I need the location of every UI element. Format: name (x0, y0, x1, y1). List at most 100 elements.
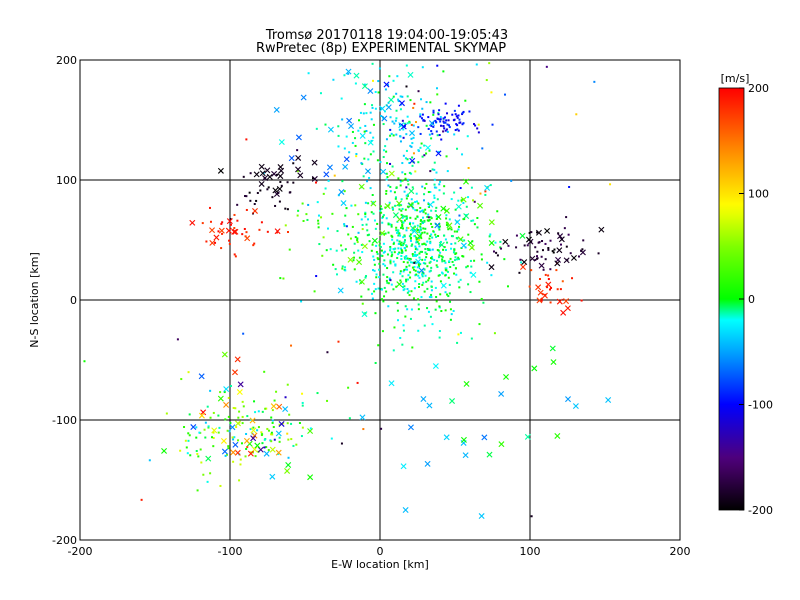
data-point-dot (422, 281, 425, 284)
data-point-dot (421, 220, 424, 223)
data-point-cross (524, 433, 531, 440)
data-point-dot (414, 248, 417, 251)
data-point-dot (383, 286, 386, 289)
data-point-dot (438, 244, 441, 247)
data-point-dot (340, 442, 343, 445)
data-point-dot (453, 109, 456, 112)
data-point-dot (565, 245, 568, 248)
data-point-dot (187, 432, 190, 435)
data-point-dot (418, 229, 421, 232)
data-point-dot (396, 75, 399, 78)
data-point-dot (469, 259, 472, 262)
data-point-dot (402, 324, 405, 327)
data-point-cross (221, 351, 228, 358)
data-point-dot (445, 214, 448, 217)
data-point-cross (503, 373, 510, 380)
data-point-dot (423, 193, 426, 196)
data-point-dot (266, 188, 269, 191)
data-point-dot (349, 237, 352, 240)
data-point-dot (417, 274, 420, 277)
data-point-cross (356, 259, 363, 266)
data-point-dot (436, 198, 439, 201)
data-point-dot (260, 434, 263, 437)
data-point-dot (544, 258, 547, 261)
data-point-dot (195, 449, 198, 452)
data-point-dot (405, 197, 408, 200)
data-point-dot (379, 205, 382, 208)
data-point-dot (296, 214, 299, 217)
data-point-cross (541, 292, 548, 299)
data-point-dot (401, 162, 404, 165)
data-point-cross (209, 227, 216, 234)
data-point-dot (395, 133, 398, 136)
data-point-cross (272, 187, 279, 194)
data-point-dot (337, 145, 340, 148)
data-point-dot (489, 233, 492, 236)
data-point-dot (392, 260, 395, 263)
data-point-dot (232, 406, 235, 409)
data-point-dot (372, 255, 375, 258)
data-point-dot (341, 118, 344, 121)
data-point-dot (547, 278, 550, 281)
data-point-dot (409, 233, 412, 236)
data-point-dot (206, 480, 209, 483)
data-point-dot (278, 200, 281, 203)
data-point-dot (354, 236, 357, 239)
data-point-dot (418, 245, 421, 248)
data-point-cross (225, 227, 232, 234)
data-point-dot (431, 236, 434, 239)
data-point-dot (436, 87, 439, 90)
data-point-dot (575, 113, 578, 116)
data-point-dot (453, 248, 456, 251)
data-point-dot (389, 279, 392, 282)
data-point-dot (432, 122, 435, 125)
data-point-dot (414, 269, 417, 272)
data-point-cross (221, 448, 228, 455)
data-point-cross (234, 356, 241, 363)
data-point-dot (352, 259, 355, 262)
data-point-dot (242, 175, 245, 178)
data-point-dot (443, 185, 446, 188)
data-point-dot (470, 219, 473, 222)
data-point-dot (394, 204, 397, 207)
data-point-dot (427, 203, 430, 206)
data-point-dot (410, 123, 413, 126)
data-point-dot (209, 416, 212, 419)
data-point-dot (433, 186, 436, 189)
data-point-dot (357, 119, 360, 122)
data-point-dot (391, 238, 394, 241)
data-point-dot (267, 429, 270, 432)
data-point-cross (345, 68, 352, 75)
data-point-dot (397, 234, 400, 237)
data-point-dot (373, 258, 376, 261)
data-point-cross (243, 437, 250, 444)
data-point-dot (265, 407, 268, 410)
data-point-cross (502, 238, 509, 245)
data-point-dot (421, 231, 424, 234)
data-point-cross (269, 446, 276, 453)
data-point-dot (385, 178, 388, 181)
data-point-dot (344, 248, 347, 251)
data-point-dot (344, 269, 347, 272)
data-point-cross (488, 239, 495, 246)
data-point-dot (443, 259, 446, 262)
data-point-dot (426, 232, 429, 235)
data-point-dot (320, 216, 323, 219)
data-point-dot (399, 234, 402, 237)
data-point-cross (498, 390, 505, 397)
data-point-dot (438, 305, 441, 308)
data-point-dot (440, 138, 443, 141)
data-point-dot (290, 344, 293, 347)
data-point-dot (380, 427, 383, 430)
data-point-dot (239, 458, 242, 461)
data-point-dot (439, 240, 442, 243)
data-point-dot (326, 399, 329, 402)
data-point-dot (515, 234, 518, 237)
data-point-dot (382, 242, 385, 245)
data-point-dot (427, 219, 430, 222)
data-point-dot (432, 111, 435, 114)
data-point-dot (183, 426, 186, 429)
data-point-cross (488, 264, 495, 271)
data-point-dot (410, 145, 413, 148)
data-point-cross (415, 258, 422, 265)
